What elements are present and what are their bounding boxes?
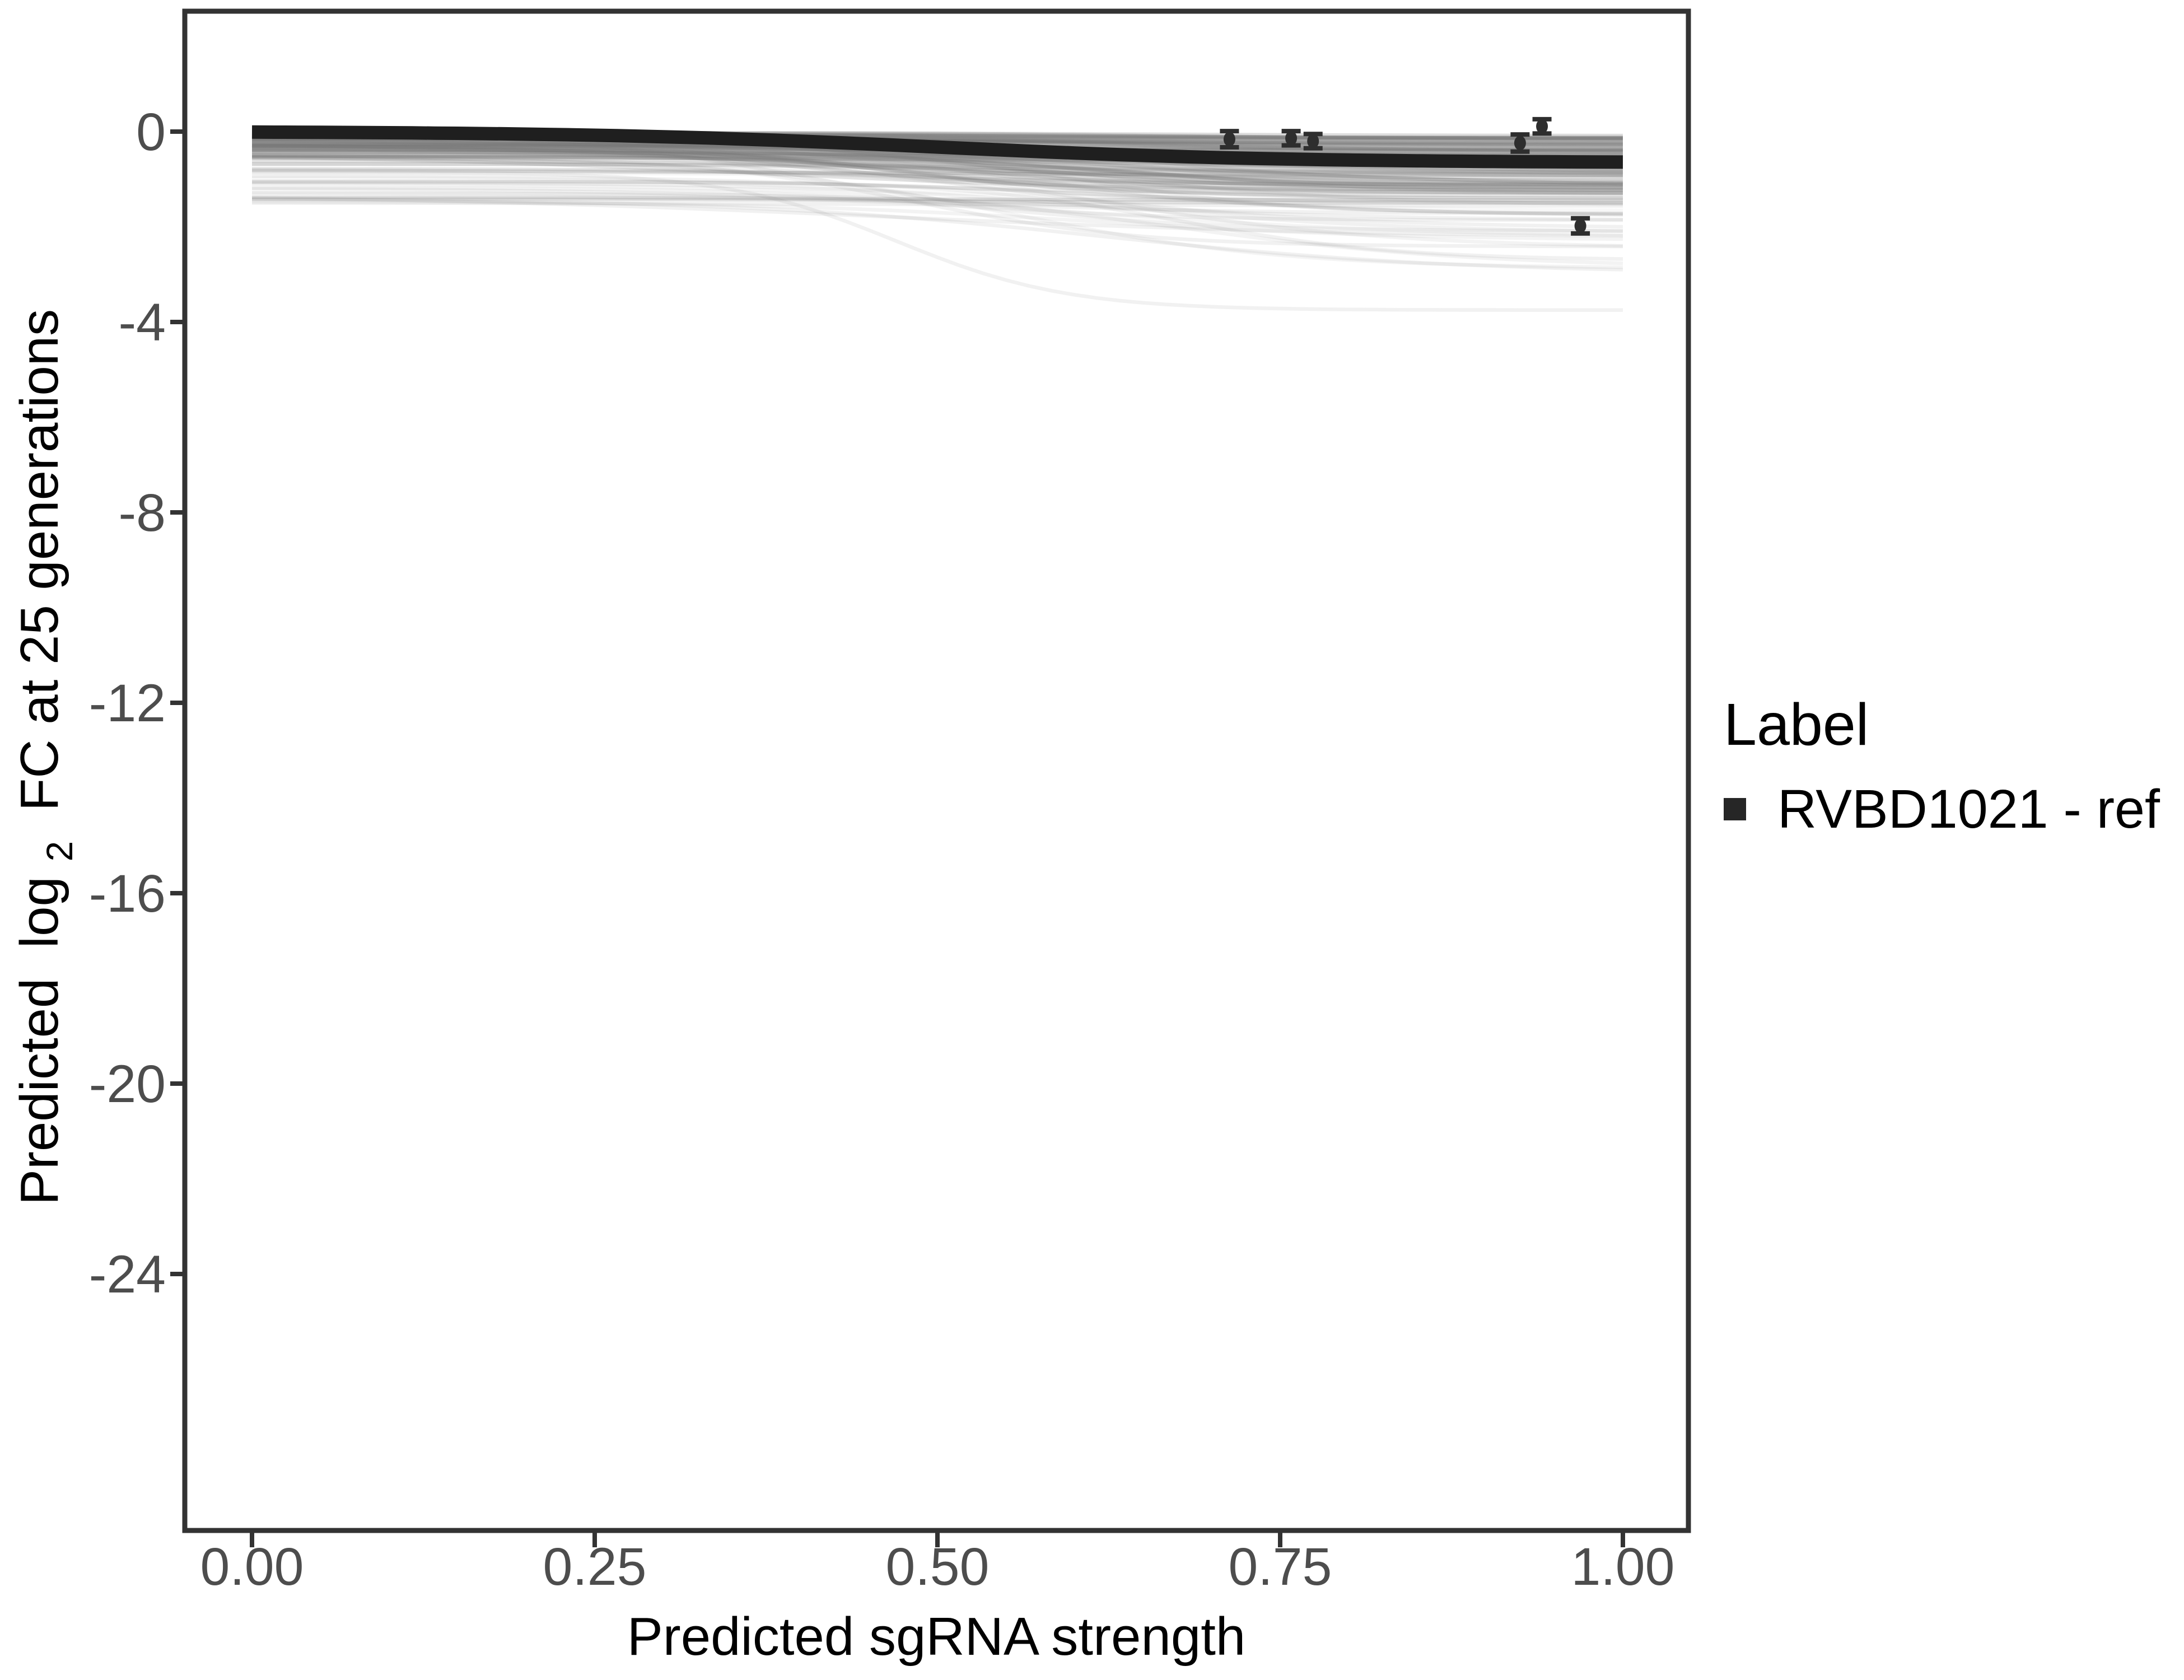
ensemble-curve — [251, 155, 1623, 195]
y-axis-title-prefix: Predicted log — [10, 876, 69, 1205]
y-axis-title-subscript: 2 — [39, 841, 80, 862]
ensemble-curve — [251, 144, 1623, 192]
ensemble-curve — [251, 147, 1623, 172]
ensemble-curve — [252, 144, 1623, 187]
ensemble-curve — [251, 148, 1623, 174]
error-bar-point — [1281, 129, 1301, 148]
ensemble-curve — [252, 162, 1623, 174]
point-marker — [1514, 136, 1526, 151]
ensemble-curve — [251, 144, 1623, 198]
panel-border — [182, 8, 1691, 1533]
ensemble-curve — [252, 156, 1623, 174]
error-bar-point — [1303, 132, 1323, 151]
x-tick-label: 0.25 — [543, 1537, 647, 1597]
ensemble-curve-outlier — [252, 170, 1623, 312]
ensemble-curve — [252, 153, 1623, 193]
ensemble-curve — [251, 191, 1623, 237]
ensemble-curve — [251, 196, 1623, 238]
ensemble-curve — [252, 143, 1623, 192]
error-bar-point — [1571, 216, 1590, 236]
ensemble-curve — [251, 146, 1623, 200]
ensemble-curve — [251, 143, 1623, 178]
ensemble-curve — [252, 162, 1623, 190]
ensemble-curve — [252, 179, 1623, 261]
ensemble-curve — [251, 147, 1623, 186]
ensemble-curve-outlier — [251, 156, 1623, 269]
ensemble-curve — [252, 167, 1623, 187]
y-tick-label: -24 — [89, 1245, 166, 1304]
ensemble-curve — [252, 156, 1623, 170]
y-axis-title: Predicted log 2 FC at 25 generations — [10, 309, 84, 1205]
ensemble-curve — [251, 200, 1623, 241]
y-tick-label: -16 — [89, 864, 166, 923]
ensemble-curve — [252, 186, 1623, 233]
ensemble-curve — [252, 144, 1623, 216]
x-tick-label: 0.75 — [1229, 1537, 1332, 1597]
axes: 0.00 0.25 0.50 0.75 1.00 0 -4 -8 -12 -16 -20 -24 — [89, 102, 1675, 1597]
y-tick-label: -20 — [89, 1054, 166, 1114]
ensemble-curve — [251, 138, 1623, 171]
ensemble-curve — [251, 154, 1623, 249]
x-tick-label: 1.00 — [1571, 1537, 1675, 1597]
y-axis-title-suffix: FC at 25 generations — [10, 309, 69, 826]
ensemble-curve — [252, 155, 1623, 195]
ensemble-curve — [252, 143, 1623, 191]
ensemble-curve — [252, 151, 1623, 206]
reference-curve — [251, 125, 1623, 169]
error-bar-point — [1510, 132, 1530, 154]
ensemble-curve — [252, 150, 1623, 188]
ensemble-curve — [252, 154, 1623, 195]
ensemble-curve — [251, 175, 1623, 200]
ensemble-curve-outlier — [252, 201, 1623, 208]
point-marker — [1536, 119, 1548, 134]
ensemble-curve-outlier — [251, 144, 1623, 248]
ensemble-curve — [252, 195, 1623, 202]
point-marker — [1307, 134, 1319, 148]
ensemble-curve — [252, 159, 1623, 180]
y-tick-label: 0 — [136, 102, 166, 162]
x-tick-label: 0.00 — [200, 1537, 304, 1597]
ensemble-curve — [251, 153, 1623, 192]
point-marker — [1223, 132, 1235, 147]
point-marker — [1574, 218, 1586, 234]
y-tick-label: -4 — [119, 293, 166, 352]
ensemble-curve — [251, 171, 1623, 189]
ensemble-curve — [251, 168, 1623, 178]
ensemble-curve — [251, 183, 1623, 265]
y-tick-label: -12 — [89, 674, 166, 733]
error-bar-point — [1220, 129, 1239, 150]
ensemble-curve — [251, 143, 1623, 183]
point-marker — [1285, 130, 1298, 146]
ensemble-curve — [251, 141, 1623, 216]
ensemble-curve — [251, 186, 1623, 216]
ensemble-curve — [252, 197, 1623, 205]
y-tick-label: -8 — [119, 483, 166, 543]
error-bar-point — [1532, 116, 1552, 136]
ensemble-curve — [251, 148, 1623, 190]
ensemble-curve — [251, 147, 1623, 212]
x-tick-label: 0.50 — [886, 1537, 990, 1597]
x-axis-title: Predicted sgRNA strength — [627, 1607, 1246, 1667]
ensemble-curve — [252, 154, 1623, 185]
ensemble-curve — [251, 197, 1623, 272]
ensemble-curve-outlier — [251, 140, 1623, 229]
ensemble-curve — [252, 174, 1623, 195]
ensemble-curve — [251, 180, 1623, 234]
error-bar-layer — [1220, 116, 1590, 236]
ensemble-curve — [252, 150, 1623, 185]
ensemble-curve — [251, 138, 1623, 177]
ensemble-curve — [252, 180, 1623, 204]
ensemble-curve-outlier — [251, 134, 1623, 217]
curve-layer — [251, 125, 1623, 312]
ensemble-curve — [252, 191, 1623, 222]
